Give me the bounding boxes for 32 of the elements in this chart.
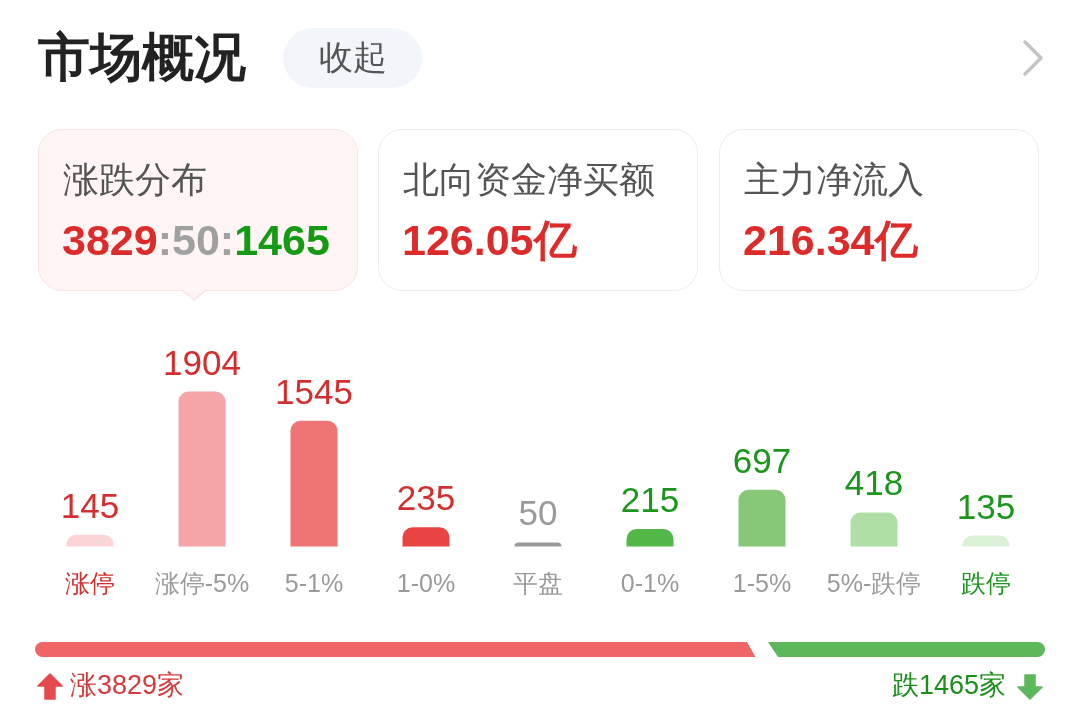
data-label: 135 <box>956 486 1016 526</box>
x-tick-label: 涨停-5% <box>154 569 250 597</box>
x-tick-label: 5-1% <box>284 569 344 597</box>
x-tick-label: 1-5% <box>732 569 792 597</box>
bar <box>738 489 786 547</box>
data-label: 1545 <box>275 371 353 411</box>
bar <box>514 542 562 547</box>
bar <box>402 527 450 547</box>
bar <box>626 529 674 547</box>
x-tick-label: 跌停 <box>961 569 1011 597</box>
summary-card: 主力净流入 216.34亿 <box>719 129 1039 291</box>
data-label: 235 <box>396 478 456 518</box>
x-tick-label: 1-0% <box>396 569 456 597</box>
text: 涨3829家 <box>70 669 185 702</box>
text: 跌1465家 <box>891 669 1006 702</box>
summary-card: 涨跌分布 3829:50:1465 <box>38 129 358 291</box>
summary-card: 北向资金净买额 126.05亿 <box>378 129 698 291</box>
collapse-button: 收起 <box>283 28 422 88</box>
data-label: 215 <box>620 480 680 519</box>
data-label: 697 <box>732 440 792 480</box>
bar <box>290 420 338 547</box>
data-label: 1904 <box>163 342 241 382</box>
data-label: 418 <box>844 463 904 503</box>
x-tick-label: 0-1% <box>620 569 680 597</box>
data-label: 145 <box>60 485 120 525</box>
bar <box>850 512 898 547</box>
bar <box>178 391 226 547</box>
chart-title: 市场概况 <box>38 27 246 88</box>
data-label: 50 <box>518 493 558 533</box>
x-tick-label: 涨停 <box>65 569 115 597</box>
x-tick-label: 5%-跌停 <box>826 569 922 597</box>
x-tick-label: 平盘 <box>513 569 563 597</box>
